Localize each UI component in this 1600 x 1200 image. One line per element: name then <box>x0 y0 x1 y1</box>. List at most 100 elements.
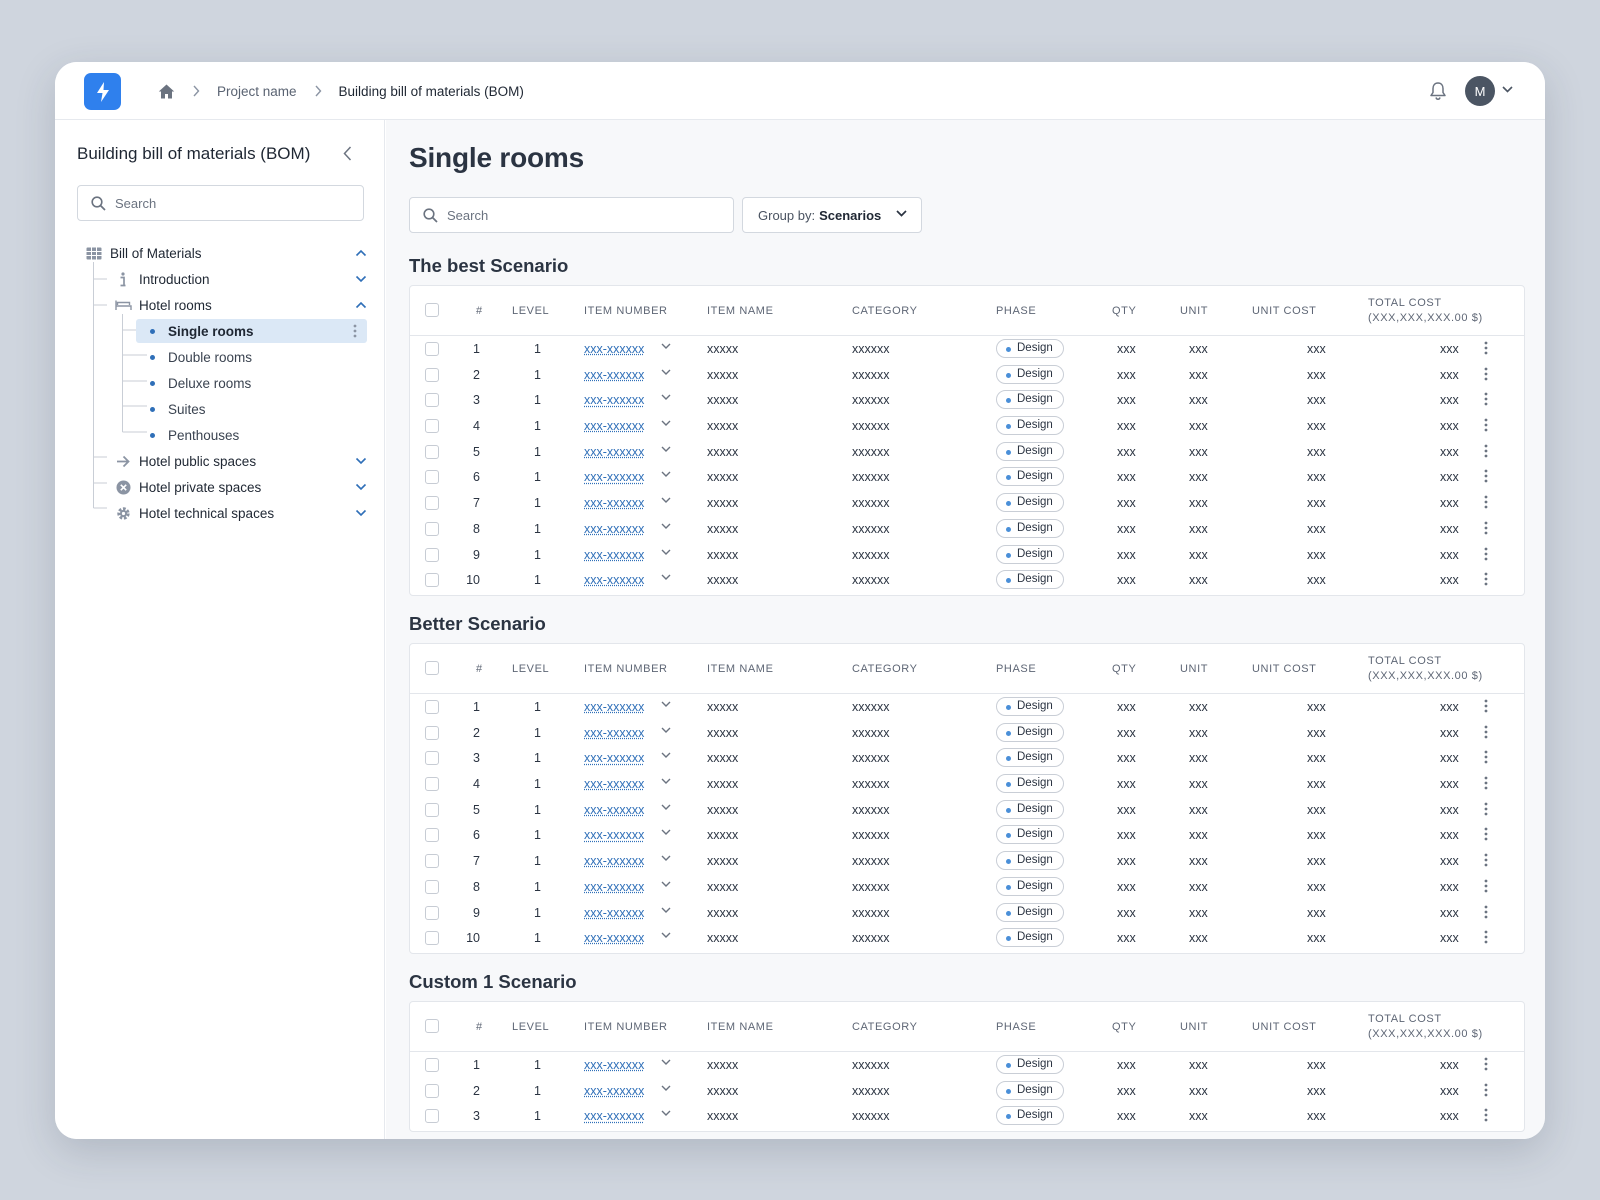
table-row[interactable]: 1 1 xxx-xxxxxx xxxxx xxxxxx Design xxx xxx xxx xx… <box>410 336 1524 362</box>
row-checkbox[interactable] <box>425 828 439 843</box>
row-checkbox[interactable] <box>425 931 439 946</box>
table-row[interactable]: 9 1 xxx-xxxxxx xxxxx xxxxxx Design xxx xxx xxx xx… <box>410 900 1524 926</box>
more-vertical-icon[interactable] <box>1484 930 1488 944</box>
more-vertical-icon[interactable] <box>1484 547 1488 561</box>
chevron-down-icon[interactable] <box>661 1110 671 1117</box>
item-number-link[interactable]: xxx-xxxxxx <box>584 342 645 356</box>
row-checkbox[interactable] <box>425 802 439 817</box>
tree-node-deluxe-rooms[interactable]: Deluxe rooms <box>77 370 367 396</box>
group-by-dropdown[interactable]: Group by: Scenarios <box>742 197 922 233</box>
item-number-link[interactable]: xxx-xxxxxx <box>584 1083 645 1098</box>
table-row[interactable]: 7 1 xxx-xxxxxx xxxxx xxxxxx Design xxx xxx xxx xx… <box>410 848 1524 874</box>
more-vertical-icon[interactable] <box>1484 879 1488 893</box>
item-number-link[interactable]: xxx-xxxxxx <box>584 931 645 946</box>
more-vertical-icon[interactable] <box>353 324 357 338</box>
table-row[interactable]: 1 1 xxx-xxxxxx xxxxx xxxxxx Design xxx xxx xxx xx… <box>410 694 1524 720</box>
chevron-down-icon[interactable] <box>661 881 671 888</box>
chevron-down-icon[interactable] <box>661 752 671 759</box>
more-vertical-icon[interactable] <box>1484 444 1488 458</box>
row-checkbox[interactable] <box>425 905 439 920</box>
tree-node-hotel-rooms[interactable]: Hotel rooms <box>77 292 367 318</box>
more-vertical-icon[interactable] <box>1484 827 1488 841</box>
row-checkbox[interactable] <box>425 342 439 356</box>
row-checkbox[interactable] <box>425 854 439 869</box>
table-row[interactable]: 2 1 xxx-xxxxxx xxxxx xxxxxx Design xxx xxx xxx xx… <box>410 720 1524 746</box>
table-row[interactable]: 9 1 xxx-xxxxxx xxxxx xxxxxx Design xxx xxx xxx xx… <box>410 542 1524 568</box>
item-number-link[interactable]: xxx-xxxxxx <box>584 751 645 766</box>
tree-node-hotel-technical-spaces[interactable]: Hotel technical spaces <box>77 500 367 526</box>
chevron-down-icon[interactable] <box>661 420 671 427</box>
row-checkbox[interactable] <box>425 879 439 894</box>
chevron-down-icon[interactable] <box>661 701 671 708</box>
more-vertical-icon[interactable] <box>1484 725 1488 739</box>
row-checkbox[interactable] <box>425 367 439 382</box>
chevron-down-icon[interactable] <box>661 1085 671 1092</box>
more-vertical-icon[interactable] <box>1484 1083 1488 1097</box>
chevron-down-icon[interactable] <box>661 804 671 811</box>
chevron-down-icon[interactable] <box>1502 86 1513 93</box>
row-checkbox[interactable] <box>425 1083 439 1098</box>
tree-node-single-rooms[interactable]: Single rooms <box>77 318 367 344</box>
table-row[interactable]: 5 1 xxx-xxxxxx xxxxx xxxxxx Design xxx xxx xxx xx… <box>410 797 1524 823</box>
table-row[interactable]: 1 1 xxx-xxxxxx xxxxx xxxxxx Design xxx xxx xxx xx… <box>410 1052 1524 1078</box>
row-checkbox[interactable] <box>425 419 439 434</box>
breadcrumb-project[interactable]: Project name <box>217 83 297 99</box>
item-number-link[interactable]: xxx-xxxxxx <box>584 444 645 459</box>
row-checkbox[interactable] <box>425 444 439 459</box>
more-vertical-icon[interactable] <box>1484 905 1488 919</box>
more-vertical-icon[interactable] <box>1484 392 1488 406</box>
chevron-down-icon[interactable] <box>661 369 671 376</box>
app-logo-icon[interactable] <box>84 73 121 110</box>
table-row[interactable]: 7 1 xxx-xxxxxx xxxxx xxxxxx Design xxx xxx xxx xx… <box>410 490 1524 516</box>
tree-node-bill-of-materials[interactable]: Bill of Materials <box>77 240 367 266</box>
more-vertical-icon[interactable] <box>1484 699 1488 713</box>
table-row[interactable]: 3 1 xxx-xxxxxx xxxxx xxxxxx Design xxx xxx xxx xx… <box>410 387 1524 413</box>
table-row[interactable]: 8 1 xxx-xxxxxx xxxxx xxxxxx Design xxx xxx xxx xx… <box>410 516 1524 542</box>
item-number-link[interactable]: xxx-xxxxxx <box>584 367 645 382</box>
row-checkbox[interactable] <box>425 470 439 485</box>
table-row[interactable]: 6 1 xxx-xxxxxx xxxxx xxxxxx Design xxx xxx xxx xx… <box>410 822 1524 848</box>
more-vertical-icon[interactable] <box>1484 521 1488 535</box>
more-vertical-icon[interactable] <box>1484 802 1488 816</box>
home-icon[interactable] <box>158 84 175 99</box>
more-vertical-icon[interactable] <box>1484 776 1488 790</box>
chevron-down-icon[interactable] <box>661 471 671 478</box>
item-number-link[interactable]: xxx-xxxxxx <box>584 777 645 792</box>
more-vertical-icon[interactable] <box>1484 367 1488 381</box>
row-checkbox[interactable] <box>425 1109 439 1124</box>
more-vertical-icon[interactable] <box>1484 750 1488 764</box>
select-all-checkbox[interactable] <box>425 1019 439 1033</box>
table-row[interactable]: 6 1 xxx-xxxxxx xxxxx xxxxxx Design xxx xxx xxx xx… <box>410 464 1524 490</box>
tree-node-hotel-private-spaces[interactable]: Hotel private spaces <box>77 474 367 500</box>
more-vertical-icon[interactable] <box>1484 572 1488 586</box>
item-number-link[interactable]: xxx-xxxxxx <box>584 905 645 920</box>
table-row[interactable]: 10 1 xxx-xxxxxx xxxxx xxxxxx Design xxx xxx xxx x… <box>410 925 1524 951</box>
more-vertical-icon[interactable] <box>1484 495 1488 509</box>
chevron-up-icon[interactable] <box>355 249 367 257</box>
chevron-down-icon[interactable] <box>661 907 671 914</box>
more-vertical-icon[interactable] <box>1484 469 1488 483</box>
more-vertical-icon[interactable] <box>1484 1057 1488 1071</box>
chevron-down-icon[interactable] <box>661 343 671 350</box>
more-vertical-icon[interactable] <box>1484 341 1488 355</box>
table-row[interactable]: 5 1 xxx-xxxxxx xxxxx xxxxxx Design xxx xxx xxx xx… <box>410 439 1524 465</box>
item-number-link[interactable]: xxx-xxxxxx <box>584 419 645 434</box>
item-number-link[interactable]: xxx-xxxxxx <box>584 1058 645 1072</box>
select-all-checkbox[interactable] <box>425 661 439 675</box>
table-row[interactable]: 2 1 xxx-xxxxxx xxxxx xxxxxx Design xxx xxx xxx xx… <box>410 1078 1524 1104</box>
chevron-down-icon[interactable] <box>661 549 671 556</box>
table-row[interactable]: 8 1 xxx-xxxxxx xxxxx xxxxxx Design xxx xxx xxx xx… <box>410 874 1524 900</box>
tree-node-introduction[interactable]: Introduction <box>77 266 367 292</box>
tree-node-penthouses[interactable]: Penthouses <box>77 422 367 448</box>
more-vertical-icon[interactable] <box>1484 853 1488 867</box>
tree-node-suites[interactable]: Suites <box>77 396 367 422</box>
item-number-link[interactable]: xxx-xxxxxx <box>584 854 645 869</box>
item-number-link[interactable]: xxx-xxxxxx <box>584 700 645 714</box>
tree-node-hotel-public-spaces[interactable]: Hotel public spaces <box>77 448 367 474</box>
chevron-down-icon[interactable] <box>661 497 671 504</box>
item-number-link[interactable]: xxx-xxxxxx <box>584 879 645 894</box>
table-row[interactable]: 2 1 xxx-xxxxxx xxxxx xxxxxx Design xxx xxx xxx xx… <box>410 362 1524 388</box>
chevron-down-icon[interactable] <box>661 574 671 581</box>
table-row[interactable]: 3 1 xxx-xxxxxx xxxxx xxxxxx Design xxx xxx xxx xx… <box>410 1103 1524 1129</box>
chevron-down-icon[interactable] <box>661 446 671 453</box>
